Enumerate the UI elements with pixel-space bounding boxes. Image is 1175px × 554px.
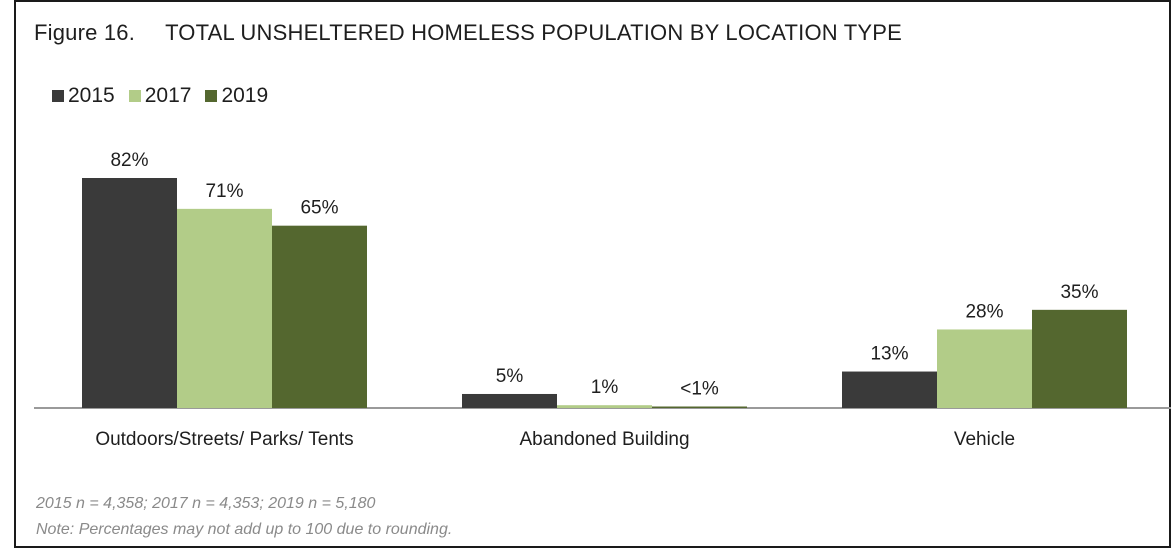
bar-2017-cat-1 xyxy=(557,405,652,408)
legend-label-2015: 2015 xyxy=(68,84,115,107)
legend-label-2019: 2019 xyxy=(221,84,269,107)
data-label-2017-cat-1: 1% xyxy=(591,377,619,398)
data-label-2017-cat-0: 71% xyxy=(205,181,243,202)
category-label-1: Abandoned Building xyxy=(519,429,689,450)
figure-number: Figure 16. xyxy=(34,20,136,45)
data-label-2019-cat-1: <1% xyxy=(680,379,719,400)
data-label-2015-cat-0: 82% xyxy=(110,150,148,171)
legend-swatch-2019 xyxy=(205,90,218,102)
bar-2019-cat-1 xyxy=(652,406,747,408)
legend-swatch-2017 xyxy=(128,90,141,102)
data-label-2019-cat-2: 35% xyxy=(1060,282,1098,303)
legend-label-2017: 2017 xyxy=(144,84,192,107)
category-label-0: Outdoors/Streets/ Parks/ Tents xyxy=(95,429,353,450)
legend-item-2017: 2017 xyxy=(128,84,192,108)
data-label-2015-cat-1: 5% xyxy=(496,366,524,387)
figure-title-text: TOTAL UNSHELTERED HOMELESS POPULATION BY… xyxy=(165,20,903,45)
category-label-2: Vehicle xyxy=(954,429,1015,450)
rounding-note: Note: Percentages may not add up to 100 … xyxy=(36,521,453,538)
data-label-2017-cat-2: 28% xyxy=(965,301,1003,322)
bar-2019-cat-0 xyxy=(272,225,367,408)
legend-item-2019: 2019 xyxy=(205,84,268,108)
sample-size-note: 2015 n = 4,358; 2017 n = 4,353; 2019 n =… xyxy=(36,495,376,512)
figure-title: Figure 16. TOTAL UNSHELTERED HOMELESS POP… xyxy=(34,20,902,46)
bar-2015-cat-0 xyxy=(82,178,177,408)
legend-item-2015: 2015 xyxy=(52,84,115,108)
bar-2015-cat-1 xyxy=(462,393,557,408)
data-label-2019-cat-0: 65% xyxy=(300,198,338,219)
bar-2017-cat-0 xyxy=(177,208,272,408)
bar-2019-cat-2 xyxy=(1032,309,1127,408)
bar-2015-cat-2 xyxy=(842,371,937,408)
chart-legend: 2015 2017 2019 xyxy=(52,84,282,108)
figure-notes: 2015 n = 4,358; 2017 n = 4,353; 2019 n =… xyxy=(36,491,452,543)
data-label-2015-cat-2: 13% xyxy=(870,344,908,365)
legend-swatch-2015 xyxy=(52,90,64,102)
bar-2017-cat-2 xyxy=(937,329,1032,408)
